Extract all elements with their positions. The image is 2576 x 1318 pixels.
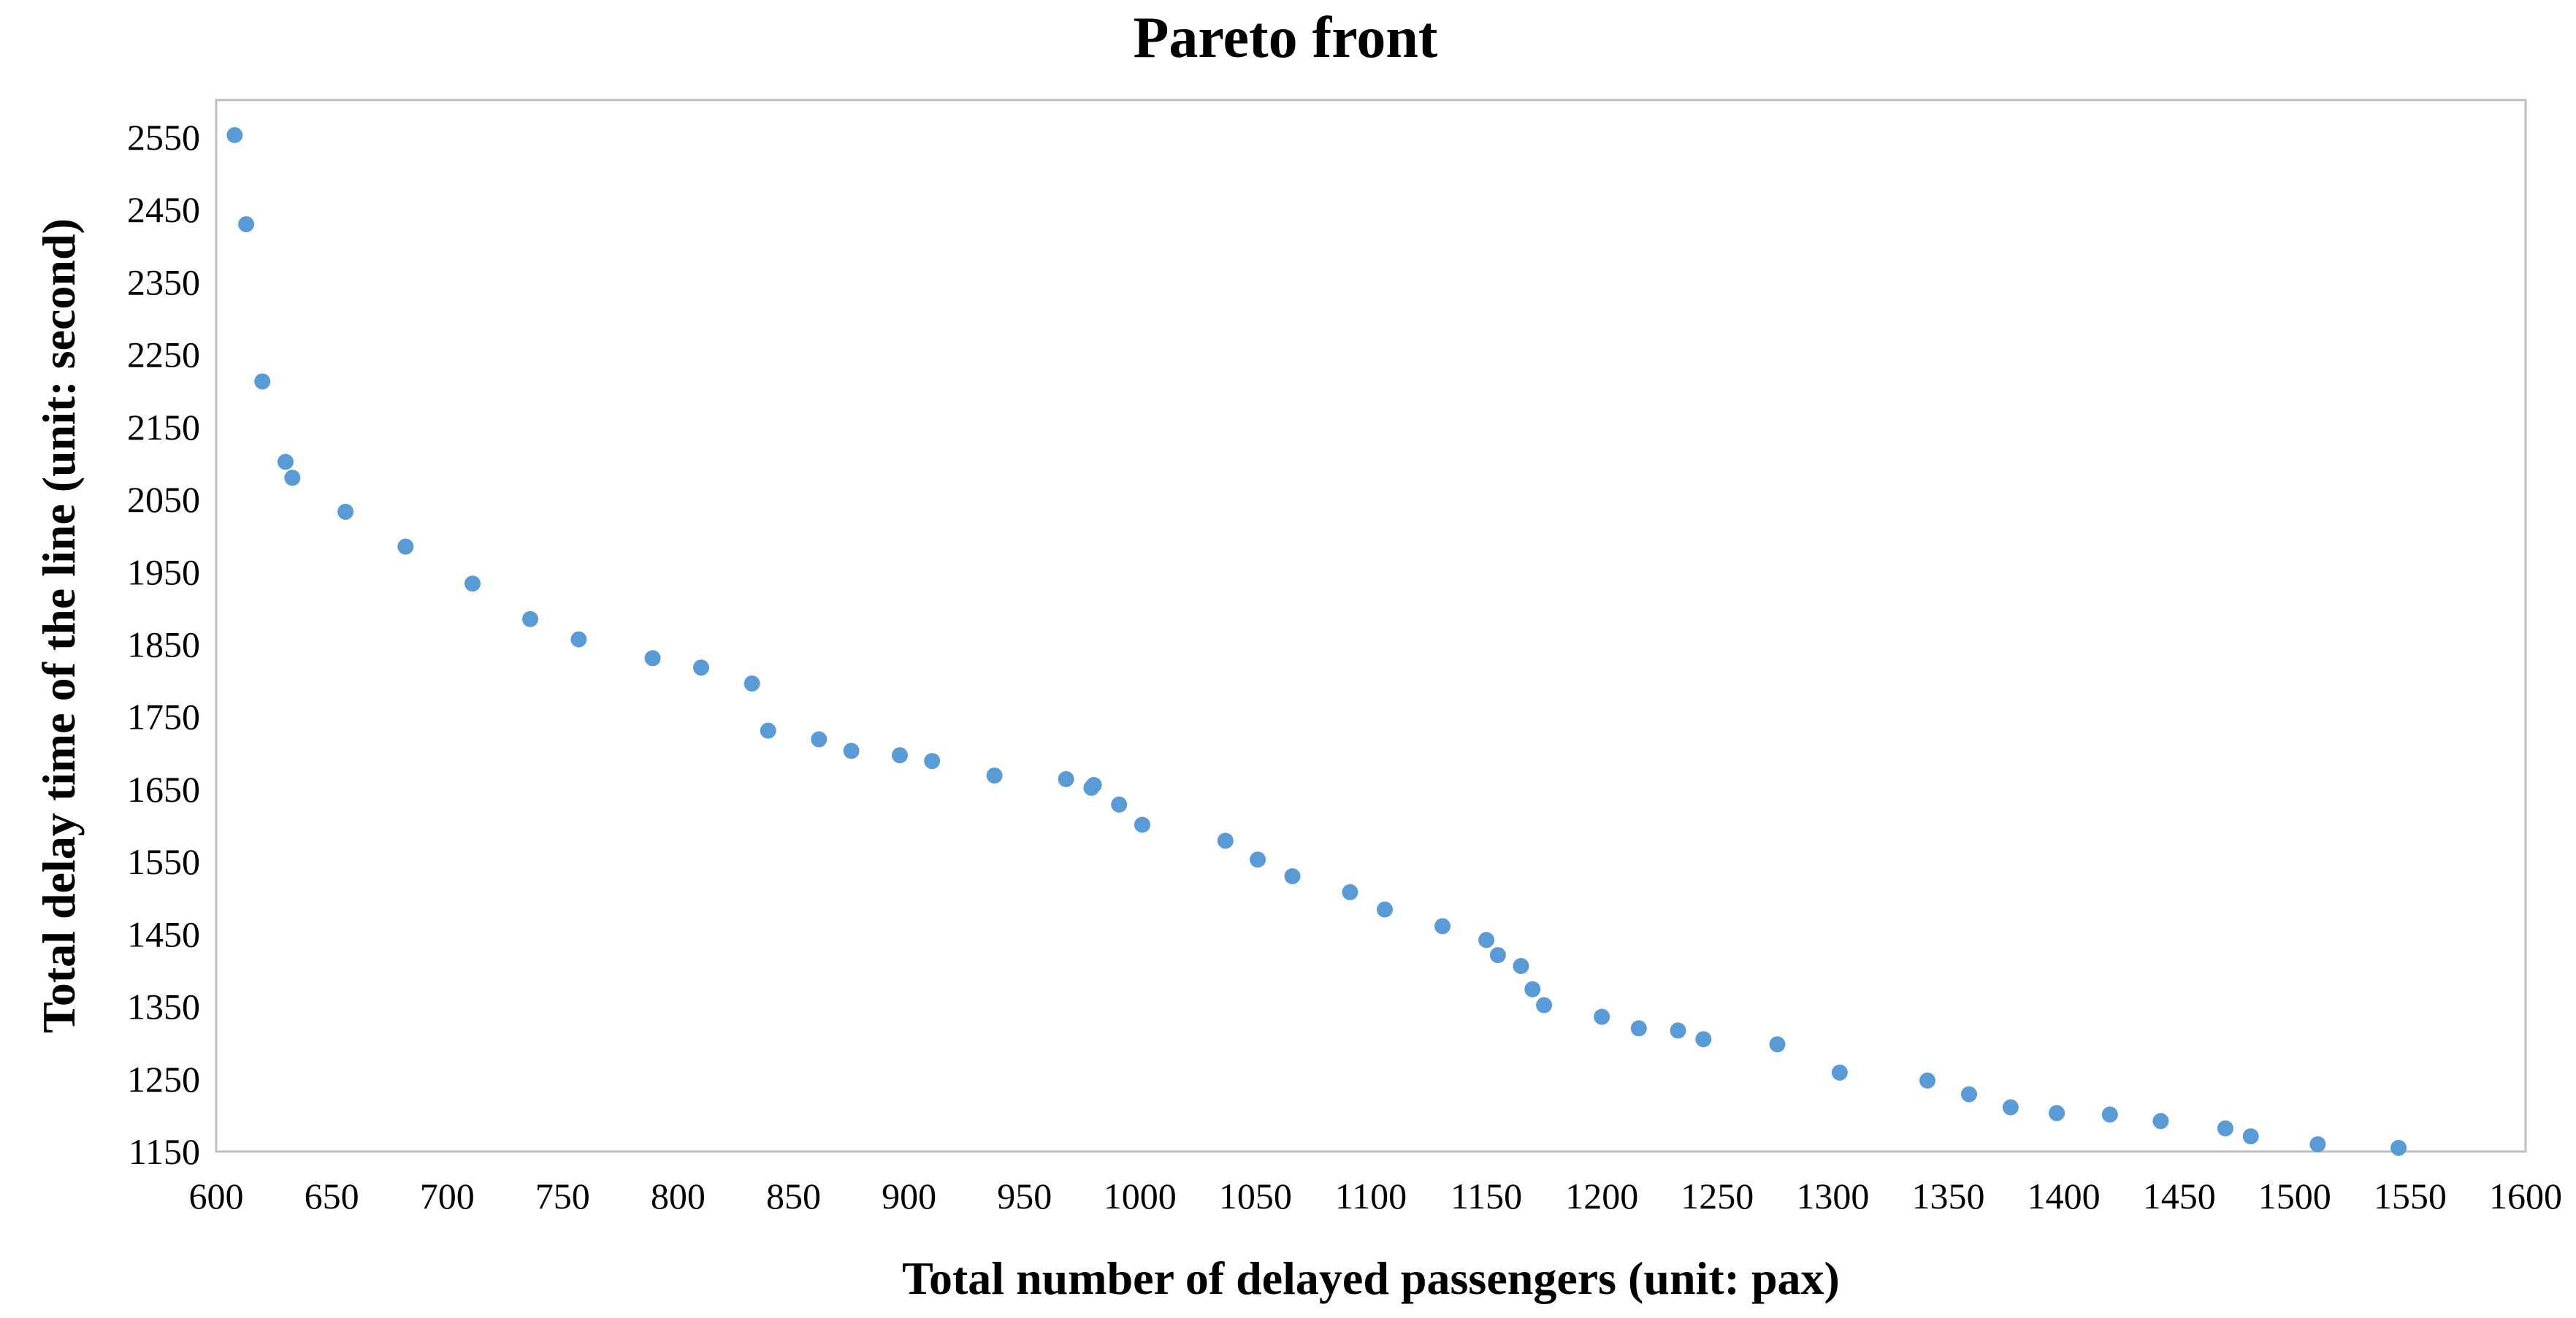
data-point [1134, 817, 1150, 833]
data-point [1670, 1022, 1686, 1038]
x-tick-label: 1550 [2374, 1176, 2447, 1217]
y-tick-label: 2150 [127, 407, 200, 448]
data-point [924, 753, 940, 769]
y-axis-ticks: 1150 1250 1350 1450 1550 1650 1750 1850 1950 2050… [127, 117, 200, 1172]
x-tick-label: 1350 [1912, 1176, 1985, 1217]
data-point [2102, 1106, 2118, 1122]
y-tick-label: 1150 [129, 1131, 200, 1172]
x-tick-label: 850 [766, 1176, 821, 1217]
data-point [1919, 1073, 1935, 1089]
data-point [1490, 947, 1506, 963]
data-point [1513, 958, 1529, 974]
y-tick-label: 1650 [127, 769, 200, 810]
y-tick-label: 1350 [127, 986, 200, 1027]
data-point [1478, 932, 1494, 948]
x-tick-label: 1300 [1796, 1176, 1869, 1217]
data-point [238, 216, 254, 232]
data-point [337, 504, 353, 520]
y-tick-label: 1250 [127, 1059, 200, 1100]
data-point [1434, 918, 1451, 934]
x-tick-label: 650 [305, 1176, 359, 1217]
chart-title: Pareto front [1134, 6, 1438, 70]
x-tick-label: 750 [535, 1176, 590, 1217]
x-tick-label: 950 [997, 1176, 1052, 1217]
data-point [760, 723, 776, 739]
y-tick-label: 2050 [127, 479, 200, 520]
data-point [1961, 1087, 1977, 1103]
data-point [2049, 1105, 2065, 1121]
data-point [1377, 902, 1393, 918]
data-point [1058, 771, 1074, 787]
data-point [1218, 832, 1234, 848]
data-point [570, 632, 586, 648]
x-tick-label: 700 [420, 1176, 475, 1217]
y-axis-title: Total delay time of the line (unit: seco… [33, 218, 85, 1033]
data-point [397, 539, 413, 555]
y-tick-label: 2550 [127, 117, 200, 158]
x-tick-label: 1450 [2143, 1176, 2216, 1217]
x-tick-label: 1200 [1565, 1176, 1638, 1217]
x-tick-label: 1150 [1451, 1176, 1522, 1217]
plot-area [216, 100, 2526, 1152]
data-point [2152, 1113, 2168, 1129]
x-tick-label: 1400 [2027, 1176, 2101, 1217]
data-point [1086, 777, 1102, 793]
data-point [1695, 1031, 1711, 1047]
data-point [892, 747, 908, 763]
data-point [1250, 851, 1266, 867]
data-point [811, 732, 827, 748]
y-tick-label: 1450 [127, 913, 200, 954]
data-point [693, 659, 709, 675]
data-point [744, 675, 760, 691]
data-point [1524, 981, 1540, 997]
data-point [278, 454, 294, 470]
data-point [2309, 1136, 2325, 1152]
pareto-scatter-chart: Pareto front 1150 1250 1350 1450 1550 1650 175… [0, 0, 2576, 1318]
x-tick-label: 1600 [2489, 1176, 2562, 1217]
data-point [465, 575, 481, 591]
data-point [844, 743, 860, 759]
data-point [2217, 1120, 2233, 1136]
data-point [284, 470, 300, 486]
y-tick-label: 2450 [127, 189, 200, 230]
x-tick-label: 1250 [1681, 1176, 1754, 1217]
data-point [1111, 797, 1127, 813]
y-tick-label: 1950 [127, 551, 200, 592]
data-point [1594, 1009, 1610, 1025]
y-tick-label: 2250 [127, 334, 200, 375]
data-point [522, 611, 538, 627]
y-tick-label: 1750 [127, 697, 200, 737]
data-point [254, 373, 270, 389]
data-point [2003, 1100, 2019, 1116]
data-point [1631, 1020, 1647, 1036]
data-point [226, 127, 242, 143]
x-tick-label: 1000 [1104, 1176, 1177, 1217]
data-point [987, 767, 1003, 783]
x-axis-ticks: 600 650 700 750 800 850 900 950 1000 1050 1100 1150… [189, 1176, 2563, 1217]
data-point [1342, 884, 1358, 900]
data-point [645, 650, 661, 666]
x-axis-title: Total number of delayed passengers (unit… [902, 1252, 1840, 1304]
data-point [1770, 1036, 1786, 1052]
y-tick-label: 1550 [127, 841, 200, 882]
x-tick-label: 1050 [1219, 1176, 1292, 1217]
data-point [1536, 997, 1552, 1014]
data-point [1832, 1065, 1848, 1081]
x-tick-label: 600 [189, 1176, 244, 1217]
data-point [1285, 868, 1301, 884]
x-tick-label: 1500 [2258, 1176, 2331, 1217]
y-tick-label: 2350 [127, 261, 200, 302]
data-point [2243, 1128, 2259, 1144]
x-tick-label: 900 [882, 1176, 936, 1217]
y-tick-label: 1850 [127, 624, 200, 665]
data-point [2390, 1140, 2407, 1156]
x-tick-label: 800 [651, 1176, 706, 1217]
x-tick-label: 1100 [1335, 1176, 1407, 1217]
